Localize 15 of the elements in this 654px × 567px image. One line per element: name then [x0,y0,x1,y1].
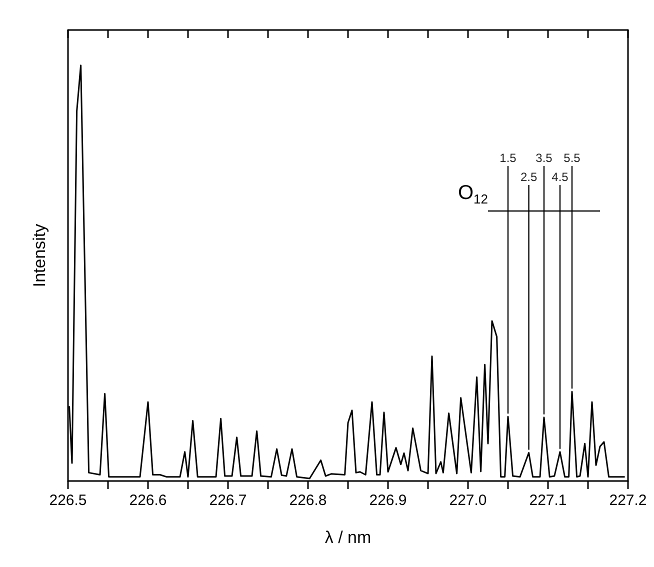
x-tick-label: 227.1 [529,492,567,509]
annotation: 4.5 [552,170,569,184]
x-tick-label: 227.2 [609,492,647,509]
annotation: 1.5 [500,151,517,165]
x-tick-label: 226.6 [129,492,167,509]
x-tick-label: 226.8 [289,492,327,509]
x-axis-title: λ / nm [324,528,372,547]
annotation: 2.5 [520,170,538,184]
y-axis-title: Intensity [30,223,49,288]
annotation: 3.5 [536,151,553,165]
x-tick-label: 226.9 [369,492,407,509]
x-tick-label: 226.7 [209,492,247,509]
x-tick-label: 226.5 [49,492,87,509]
annotation: 5.5 [564,151,581,165]
x-tick-label: 227.0 [449,492,487,509]
